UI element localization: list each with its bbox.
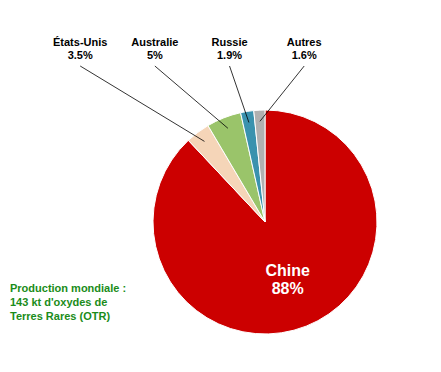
leader-line [80, 66, 204, 141]
slice-label: Russie1.9% [211, 36, 247, 61]
slice-label: Autres1.6% [287, 36, 322, 61]
chart: Chine88%États-Unis3.5%Australie5%Russie1… [0, 0, 441, 372]
slice-label-name: États-Unis [53, 36, 107, 48]
slice-label-value: 5% [147, 49, 163, 61]
slice [254, 110, 265, 222]
slice-label-value: 1.6% [292, 49, 317, 61]
leader-lines [80, 66, 304, 141]
slice-label-name: Chine [265, 262, 310, 279]
slices [153, 110, 377, 334]
slice-label-value: 1.9% [217, 49, 242, 61]
slice-label-value: 3.5% [68, 49, 93, 61]
annotation-line: 143 kt d'oxydes de [10, 296, 107, 308]
leader-line [260, 66, 304, 121]
annotation-line: Production mondiale : [10, 282, 126, 294]
annotation: Production mondiale : 143 kt d'oxydes de T… [10, 282, 126, 322]
slice-label: Chine88% [265, 262, 310, 297]
leader-line [230, 66, 249, 122]
slice-label-name: Autres [287, 36, 322, 48]
slice [153, 110, 377, 334]
annotation-line: Terres Rares (OTR) [10, 310, 110, 322]
slice [241, 111, 265, 222]
slice-label-name: Australie [131, 36, 178, 48]
slice-label-name: Russie [211, 36, 247, 48]
slice-label-value: 88% [272, 280, 304, 297]
slice-label: États-Unis3.5% [53, 36, 107, 61]
leader-line [155, 66, 228, 128]
slice-label: Australie5% [131, 36, 178, 61]
